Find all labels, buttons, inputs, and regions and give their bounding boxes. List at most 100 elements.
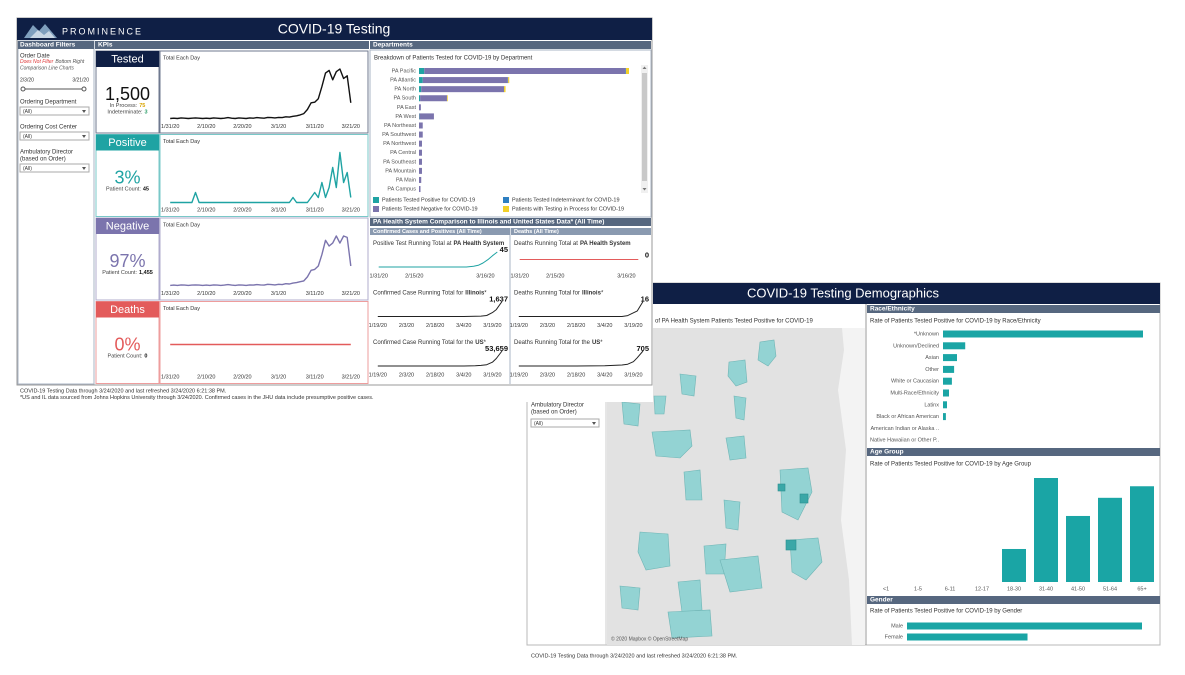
map-lake: [838, 328, 865, 645]
section-title: KPIs: [98, 42, 113, 49]
section-title: PA Health System Comparison to Illinois …: [373, 219, 604, 226]
filter-note: Does Not Filter Bottom Right: [20, 59, 85, 65]
section-title: Age Group: [870, 449, 904, 456]
department-label: PA Campus: [387, 186, 416, 192]
legend-label: Patients with Testing in Process for COV…: [512, 206, 624, 212]
kpi-detail-label: Patient Count:: [108, 354, 143, 360]
x-tick-label: 3/1/20: [271, 374, 286, 380]
title-bar: [17, 18, 652, 40]
department-label: PA Northwest: [383, 141, 416, 147]
kpi-detail-value: 1,455: [139, 270, 153, 276]
x-tick-label: 2/20/20: [233, 207, 251, 213]
dropdown-arrow: [82, 110, 86, 113]
x-tick-label: 2/18/20: [567, 372, 585, 378]
filter-label: Ambulatory Director: [531, 403, 584, 409]
line: [378, 251, 498, 268]
chart-title-text: Positive Test Running Total at: [373, 241, 452, 247]
bar: [1034, 478, 1058, 582]
legend-label: Patients Tested Positive for COVID-19: [382, 197, 475, 203]
section-header: [370, 218, 651, 226]
x-tick-label: 2/3/20: [540, 323, 555, 329]
map-region: [799, 493, 809, 504]
department-label: PA Main: [396, 177, 416, 183]
chart-title: Deaths Running Total for Illinois*: [514, 290, 604, 296]
section-header: [370, 41, 651, 49]
chart-title: Deaths Running Total for the US*: [514, 340, 603, 346]
x-tick-label: 2/10/20: [197, 374, 215, 380]
end-value-label: 16: [641, 294, 649, 303]
kpi-label: Tested: [111, 53, 143, 65]
chart-title: Total Each Day: [163, 139, 200, 145]
filter-select[interactable]: [19, 131, 90, 141]
subsection-title: Deaths (All Time): [514, 229, 559, 235]
chart-title-emphasis: PA Health System: [454, 241, 505, 247]
map-region: [619, 585, 641, 611]
map-region: [757, 339, 777, 367]
x-tick-label: 2/20/20: [233, 291, 251, 297]
legend-label: Patients Tested Indeterminant for COVID-…: [512, 197, 620, 203]
x-tick-label: 2/20/20: [233, 124, 251, 130]
chart-title-text: *: [601, 290, 604, 296]
department-label: PA South: [393, 96, 416, 102]
x-tick-label: 3/11/20: [306, 207, 324, 213]
legend-swatch: [373, 197, 379, 203]
kpi-label-box: [96, 301, 159, 318]
department-label: PA Central: [390, 150, 416, 156]
map-credit: © 2020 Mapbox © OpenStreetMap: [611, 635, 688, 642]
filter-select[interactable]: [19, 163, 90, 173]
chart-title: Rate of Patients Tested Positive for COV…: [870, 609, 1022, 615]
department-label: PA Northeast: [384, 123, 416, 129]
kpi-detail-label: Indeterminate:: [107, 110, 143, 116]
scroll-down[interactable]: [642, 188, 647, 191]
kpi-chart-frame: [159, 217, 369, 301]
chart-title: Confirmed Case Running Total for the US*: [373, 340, 487, 346]
chart-title-emphasis: PA Health System: [580, 241, 631, 247]
department-label: PA Pacific: [392, 68, 417, 74]
map-region: [651, 429, 693, 459]
x-tick-label: 2/10/20: [197, 124, 215, 130]
x-tick-label: 3/11/20: [306, 291, 324, 297]
scrollbar-thumb[interactable]: [642, 73, 647, 181]
subsection-header: [370, 228, 510, 235]
chart-title-text: Confirmed Case Running Total for: [373, 290, 463, 296]
map-region: [667, 609, 713, 639]
date-slider-handle[interactable]: [20, 86, 26, 92]
legend-swatch: [503, 197, 509, 203]
chart-title-emphasis: US: [475, 340, 483, 346]
date-end: 3/21/20: [72, 77, 89, 83]
filter-select[interactable]: [19, 106, 90, 116]
x-tick-label: 3/21/20: [342, 374, 360, 380]
x-tick-label: 2/3/20: [540, 372, 555, 378]
bar: [907, 633, 1028, 641]
scroll-up[interactable]: [642, 66, 647, 70]
filter-select-value[interactable]: (All): [534, 421, 543, 427]
kpi-label: Deaths: [110, 304, 145, 316]
footer-note: *US and IL data sourced from Johns Hopki…: [20, 395, 374, 401]
x-tick-label: 51-64: [1103, 586, 1117, 592]
filter-label: Ordering Department: [20, 100, 77, 106]
x-tick-label: 3/16/20: [476, 273, 494, 279]
map-region: [777, 483, 786, 492]
department-label: PA Southwest: [382, 132, 416, 138]
filter-select[interactable]: [530, 418, 600, 428]
x-tick-label: 3/19/20: [483, 323, 501, 329]
x-tick-label: 3/16/20: [617, 273, 635, 279]
department-bar-segment: [508, 77, 510, 84]
dashboard-title: COVID-19 Testing: [278, 21, 391, 37]
date-slider-handle[interactable]: [81, 86, 87, 92]
x-tick-label: 2/3/20: [399, 372, 414, 378]
map-region: [785, 539, 797, 551]
category-label: Male: [891, 623, 903, 629]
department-bar-segment: [504, 86, 506, 93]
map-region: [789, 537, 823, 581]
dropdown-arrow: [592, 422, 596, 425]
section-title: Race/Ethnicity: [870, 306, 915, 313]
x-tick-label: 1/31/20: [511, 273, 529, 279]
section-title: Departments: [373, 42, 413, 49]
department-bar-segment: [424, 68, 626, 74]
end-value-label: 53,659: [485, 344, 508, 353]
filter-note-text: Comparison Line Charts: [20, 65, 74, 71]
map-region: [725, 435, 747, 461]
bar: [943, 342, 966, 350]
